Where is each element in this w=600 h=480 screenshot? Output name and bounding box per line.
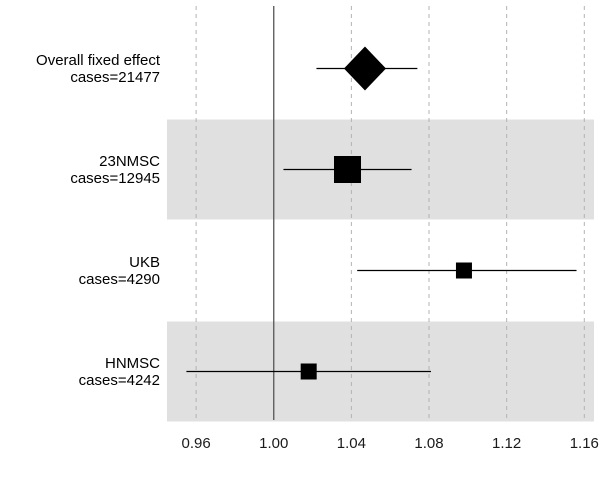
point-estimate-2 (455, 262, 472, 279)
grid-layer (195, 6, 585, 420)
row-label-name: 23NMSC (99, 153, 160, 170)
row-label-cases: cases=21477 (70, 69, 160, 86)
x-tick-label: 1.08 (414, 435, 443, 452)
point-estimate-1 (334, 156, 362, 183)
x-tick-label: 1.04 (337, 435, 366, 452)
marks-layer (186, 46, 577, 380)
labels-layer: Overall fixed effectcases=2147723NMSCcas… (36, 52, 161, 389)
x-tick-label: 1.16 (570, 435, 599, 452)
point-estimate-3 (300, 363, 317, 380)
row-label-cases: cases=4290 (79, 271, 160, 288)
overall-effect-diamond (343, 46, 386, 91)
x-tick-label: 0.96 (182, 435, 211, 452)
row-label-cases: cases=12945 (70, 170, 160, 187)
row-label-cases: cases=4242 (79, 372, 160, 389)
row-label-name: Overall fixed effect (36, 52, 161, 69)
row-label-name: HNMSC (105, 355, 160, 372)
x-tick-label: 1.12 (492, 435, 521, 452)
row-label-name: UKB (129, 254, 160, 271)
x-axis-ticks: 0.96 1.00 1.04 1.08 1.12 1.16 (182, 435, 599, 452)
x-tick-label: 1.00 (259, 435, 288, 452)
